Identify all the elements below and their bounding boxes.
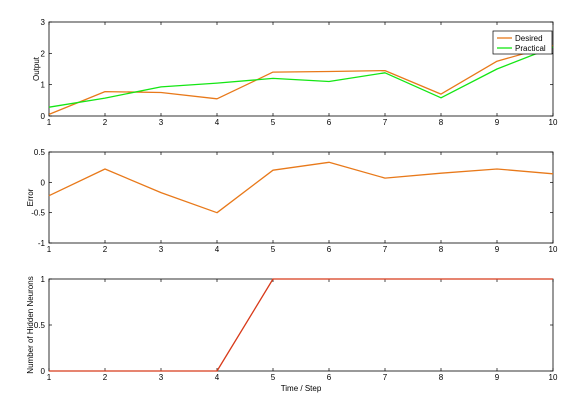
x-tick-label: 3 [159,118,164,127]
axes-box [48,21,554,117]
y-tick-label: 0.5 [34,321,46,330]
x-tick-label: 7 [383,118,388,127]
x-tick-label: 4 [215,245,220,254]
y-tick-label: 1 [41,275,46,284]
x-tick-label: 1 [47,373,52,382]
y-tick-label: -0.5 [31,209,45,218]
series-line-0 [48,161,554,214]
legend-label: Practical [515,44,546,53]
x-axis-label: Time / Step [281,384,322,393]
x-tick-label: 2 [103,245,108,254]
y-tick-label: 2 [41,49,46,58]
y-tick-label: 1 [41,81,46,90]
x-tick-label: 7 [383,245,388,254]
legend-label: Desired [515,34,543,43]
x-tick-label: 9 [495,245,500,254]
y-tick-label: 0 [41,112,46,121]
x-tick-label: 8 [439,245,444,254]
x-tick-label: 7 [383,373,388,382]
x-tick-label: 8 [439,373,444,382]
x-tick-label: 10 [549,373,558,382]
series-line-1 [48,46,554,108]
y-axis-label: Output [32,56,41,81]
y-axis-label: Number of Hidden Neurons [26,276,35,373]
x-tick-label: 5 [271,118,276,127]
x-tick-label: 2 [103,118,108,127]
y-axis-label: Error [26,188,35,206]
x-tick-label: 6 [327,373,332,382]
y-tick-label: 0.5 [34,148,46,157]
x-tick-label: 3 [159,245,164,254]
axes-box [48,151,554,244]
x-tick-label: 3 [159,373,164,382]
y-tick-label: 3 [41,18,46,27]
axes-box [48,278,554,372]
y-tick-label: 0 [41,178,46,187]
x-tick-label: 8 [439,118,444,127]
x-tick-label: 4 [215,373,220,382]
x-tick-label: 5 [271,245,276,254]
x-tick-label: 2 [103,373,108,382]
y-tick-label: 0 [41,367,46,376]
x-tick-label: 9 [495,373,500,382]
error-panel: 1 2 3 4 5 6 7 8 9 10 -1 -0.5 0 0.5 Error [26,148,558,254]
x-tick-label: 1 [47,118,52,127]
series-line-0 [49,278,553,372]
x-tick-label: 4 [215,118,220,127]
x-tick-label: 6 [327,118,332,127]
x-tick-label: 10 [549,245,558,254]
y-tick-label: -1 [38,239,46,248]
x-tick-label: 1 [47,245,52,254]
x-tick-label: 6 [327,245,332,254]
hidden-neurons-panel: 1 2 3 4 5 6 7 8 9 10 0 0.5 1 Number of Hidden Neurons… [26,275,558,393]
x-tick-label: 5 [271,373,276,382]
x-tick-label: 9 [495,118,500,127]
x-tick-label: 10 [549,118,558,127]
